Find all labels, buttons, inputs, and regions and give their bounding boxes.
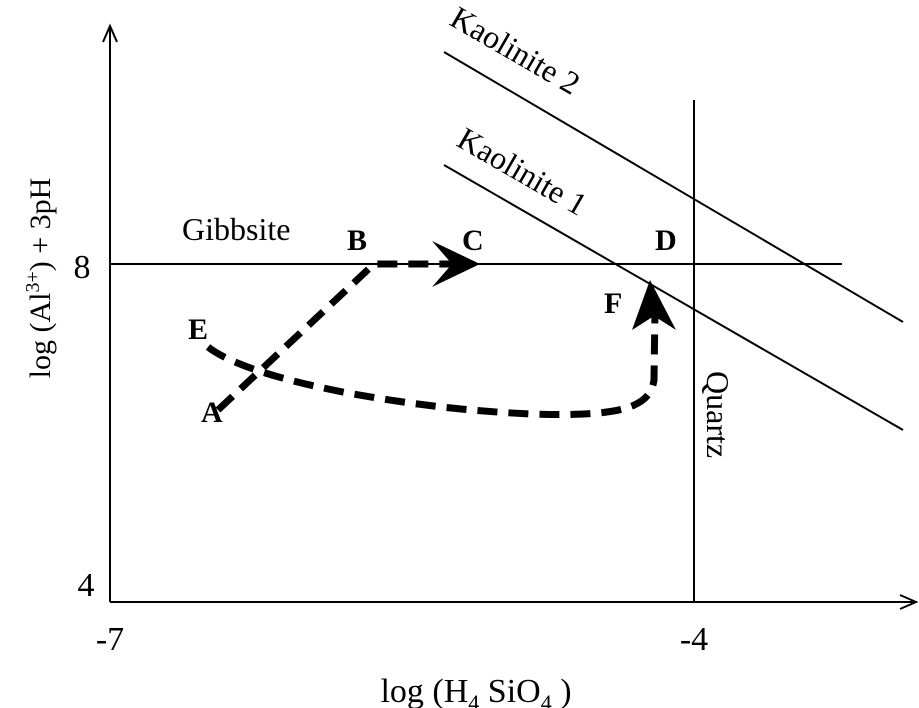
arrowhead-f [632,280,676,330]
x-axis-label: log (H4 SiO4 ) [380,673,571,708]
kaolinite-1-boundary-line [443,164,904,431]
point-c-label: C [462,224,484,257]
point-f-label: F [604,287,622,320]
x-tick-minus-7: -7 [96,621,124,658]
point-a-label: A [201,396,223,429]
point-d-label: D [655,224,677,257]
kaolinite-2-label: Kaolinite 2 [445,0,587,102]
y-axis-arrowhead [102,23,118,43]
point-b-label: B [347,224,367,257]
x-axis-arrowhead [899,594,919,610]
kaolinite-2-boundary-line [443,51,904,323]
x-tick-minus-4: -4 [680,621,708,658]
quartz-label: Quartz [700,371,736,458]
y-axis-label: log (Al3+) + 3pH [22,178,57,379]
arrowhead-c [432,241,480,287]
y-tick-8: 8 [74,249,91,286]
path-a-b-c [215,260,458,413]
path-e-f [205,307,659,419]
y-tick-4: 4 [78,567,95,604]
point-e-label: E [188,313,208,346]
gibbsite-label: Gibbsite [182,211,290,247]
kaolinite-1-label: Kaolinite 1 [452,120,594,223]
